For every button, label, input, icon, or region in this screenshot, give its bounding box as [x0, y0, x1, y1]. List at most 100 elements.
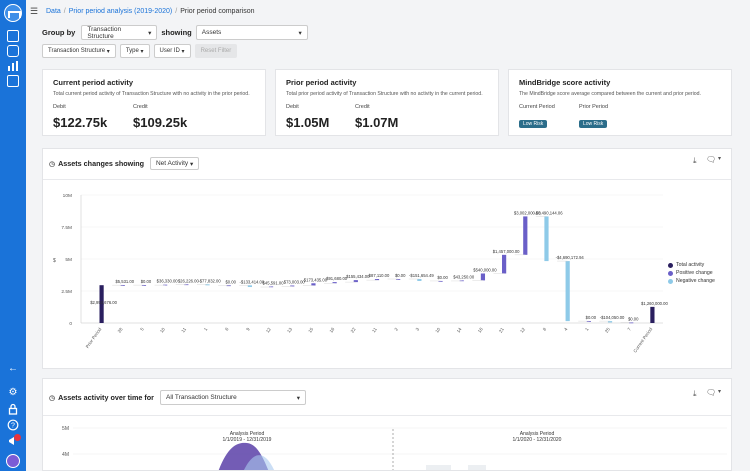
waterfall-bar[interactable] — [607, 321, 613, 323]
download-icon[interactable]: ⤓ — [693, 389, 697, 398]
waterfall-bar[interactable] — [417, 279, 422, 281]
filter-row: Transaction Structure ▾ Type ▾ User ID ▾… — [42, 44, 241, 58]
data-label: $0.00 — [586, 315, 597, 320]
waterfall-bar[interactable] — [353, 280, 358, 283]
comment-icon[interactable]: 🗨 — [706, 155, 717, 164]
clock-icon: ◷ — [49, 394, 56, 402]
avatar[interactable] — [6, 454, 20, 468]
waterfall-bar[interactable] — [629, 322, 634, 324]
breadcrumb-root[interactable]: Data — [46, 7, 61, 15]
waterfall-bar[interactable] — [523, 216, 528, 255]
debit-value: $122.75k — [53, 115, 108, 130]
filter-user-id-button[interactable]: User ID ▾ — [153, 44, 191, 58]
credit-value: $109.25k — [133, 115, 188, 130]
activity-structure-select[interactable]: All Transaction Structure ▾ — [159, 390, 306, 405]
waterfall-bar[interactable] — [332, 282, 337, 284]
waterfall-bar[interactable] — [396, 279, 401, 280]
status-badge: Low Risk — [579, 120, 608, 128]
waterfall-bar[interactable] — [565, 261, 570, 322]
menu-icon[interactable]: ☰ — [30, 5, 39, 16]
chart-icon[interactable] — [7, 60, 19, 72]
data-label: $91,680.00 — [326, 276, 348, 281]
database-icon[interactable] — [7, 30, 19, 42]
chart-legend: Total activity Positive change Negative … — [668, 262, 715, 286]
data-label: $43,250.00 — [453, 274, 475, 279]
y-tick-label: 2.5M — [61, 289, 72, 295]
x-tick-label: Current Period — [632, 326, 653, 353]
data-label: $3,002,000.00 — [514, 210, 541, 215]
waterfall-bar[interactable] — [226, 285, 231, 287]
x-tick-label: 13 — [286, 326, 293, 333]
data-label: $45,591.00 — [263, 280, 285, 285]
group-by-select[interactable]: Transaction Structure ▾ — [81, 25, 158, 40]
help-icon[interactable]: ? — [7, 419, 19, 431]
waterfall-bar[interactable] — [650, 306, 655, 323]
sidebar: ← ⚙ ? — [0, 0, 26, 471]
legend-item[interactable]: Negative change — [668, 278, 715, 284]
gear-icon[interactable]: ⚙ — [8, 387, 18, 398]
comment-icon[interactable]: 🗨 — [706, 388, 717, 397]
waterfall-bar[interactable] — [247, 285, 252, 288]
x-tick-label: 9 — [245, 326, 251, 331]
notification-badge — [14, 434, 21, 441]
activity-marker — [426, 465, 451, 470]
waterfall-bar[interactable] — [438, 280, 443, 282]
legend-label: Total activity — [676, 262, 705, 268]
credit-label: Credit — [133, 104, 148, 110]
x-tick-label: 10 — [159, 326, 166, 333]
breadcrumb-parent[interactable]: Prior period analysis (2019-2020) — [68, 7, 173, 15]
legend-swatch — [668, 262, 673, 268]
waterfall-bar[interactable] — [311, 283, 316, 286]
data-label: $0.00 — [395, 273, 406, 278]
chevron-down-icon[interactable]: ▾ — [718, 389, 722, 395]
data-label: -$133,414.00 — [240, 279, 265, 284]
x-tick-label: 6 — [224, 326, 230, 331]
megaphone-icon[interactable] — [7, 435, 19, 447]
waterfall-bar[interactable] — [544, 216, 549, 262]
x-tick-label: 2 — [393, 326, 399, 331]
waterfall-bar[interactable] — [99, 285, 104, 323]
arrow-left-icon[interactable]: ← — [8, 363, 18, 374]
assets-changes-card: ◷ Assets changes showing Net Activity ▾ … — [42, 148, 732, 369]
waterfall-bar[interactable] — [120, 285, 125, 286]
reset-filter-button[interactable]: Reset Filter — [194, 44, 238, 58]
x-tick-label: 8 — [542, 326, 548, 331]
filter-type-button[interactable]: Type ▾ — [119, 44, 150, 58]
mindbridge-logo-icon[interactable] — [4, 4, 22, 22]
showing-select[interactable]: Assets ▾ — [195, 25, 308, 40]
legend-item[interactable]: Positive change — [668, 270, 715, 276]
card-title: Current period activity — [53, 78, 134, 87]
chevron-down-icon[interactable]: ▾ — [718, 156, 722, 162]
top-header: ☰ Data / Prior period analysis (2019-202… — [26, 0, 750, 22]
data-label: $87,110.00 — [369, 273, 390, 278]
copy-icon[interactable] — [7, 75, 19, 87]
legend-item[interactable]: Total activity — [668, 262, 715, 268]
legend-label: Negative change — [676, 278, 715, 284]
data-label: $0.00 — [628, 316, 639, 321]
waterfall-bar[interactable] — [290, 285, 295, 287]
period-label: Analysis Period — [230, 431, 265, 437]
lock-icon[interactable] — [7, 403, 19, 415]
waterfall-bar[interactable] — [480, 273, 486, 281]
download-icon[interactable]: ⤓ — [693, 156, 697, 165]
period-range: 1/1/2019 - 12/31/2019 — [223, 437, 272, 443]
waterfall-bar[interactable] — [502, 254, 507, 274]
filter-transaction-structure-button[interactable]: Transaction Structure ▾ — [42, 44, 116, 58]
files-icon[interactable] — [7, 45, 19, 57]
divider — [43, 415, 731, 416]
x-tick-label: 3 — [415, 326, 421, 331]
waterfall-bar[interactable] — [586, 321, 591, 322]
activity-chart: 5M 4M Analysis Period 1/1/2019 - 12/31/2… — [62, 426, 727, 470]
net-activity-select[interactable]: Net Activity ▾ — [149, 157, 200, 170]
data-label: $26,226.00 — [178, 278, 200, 283]
prior-period-label: Prior Period — [579, 104, 609, 110]
x-tick-label: 12 — [519, 326, 526, 333]
credit-value: $1.07M — [355, 115, 399, 130]
waterfall-bar[interactable] — [184, 284, 189, 286]
waterfall-bar[interactable] — [141, 285, 147, 286]
waterfall-bar[interactable] — [205, 284, 210, 286]
y-tick-label: 5M — [65, 257, 72, 263]
waterfall-bar[interactable] — [374, 279, 380, 281]
data-label: $2,953,676.00 — [90, 300, 117, 305]
status-badge: Low Risk — [519, 120, 548, 128]
